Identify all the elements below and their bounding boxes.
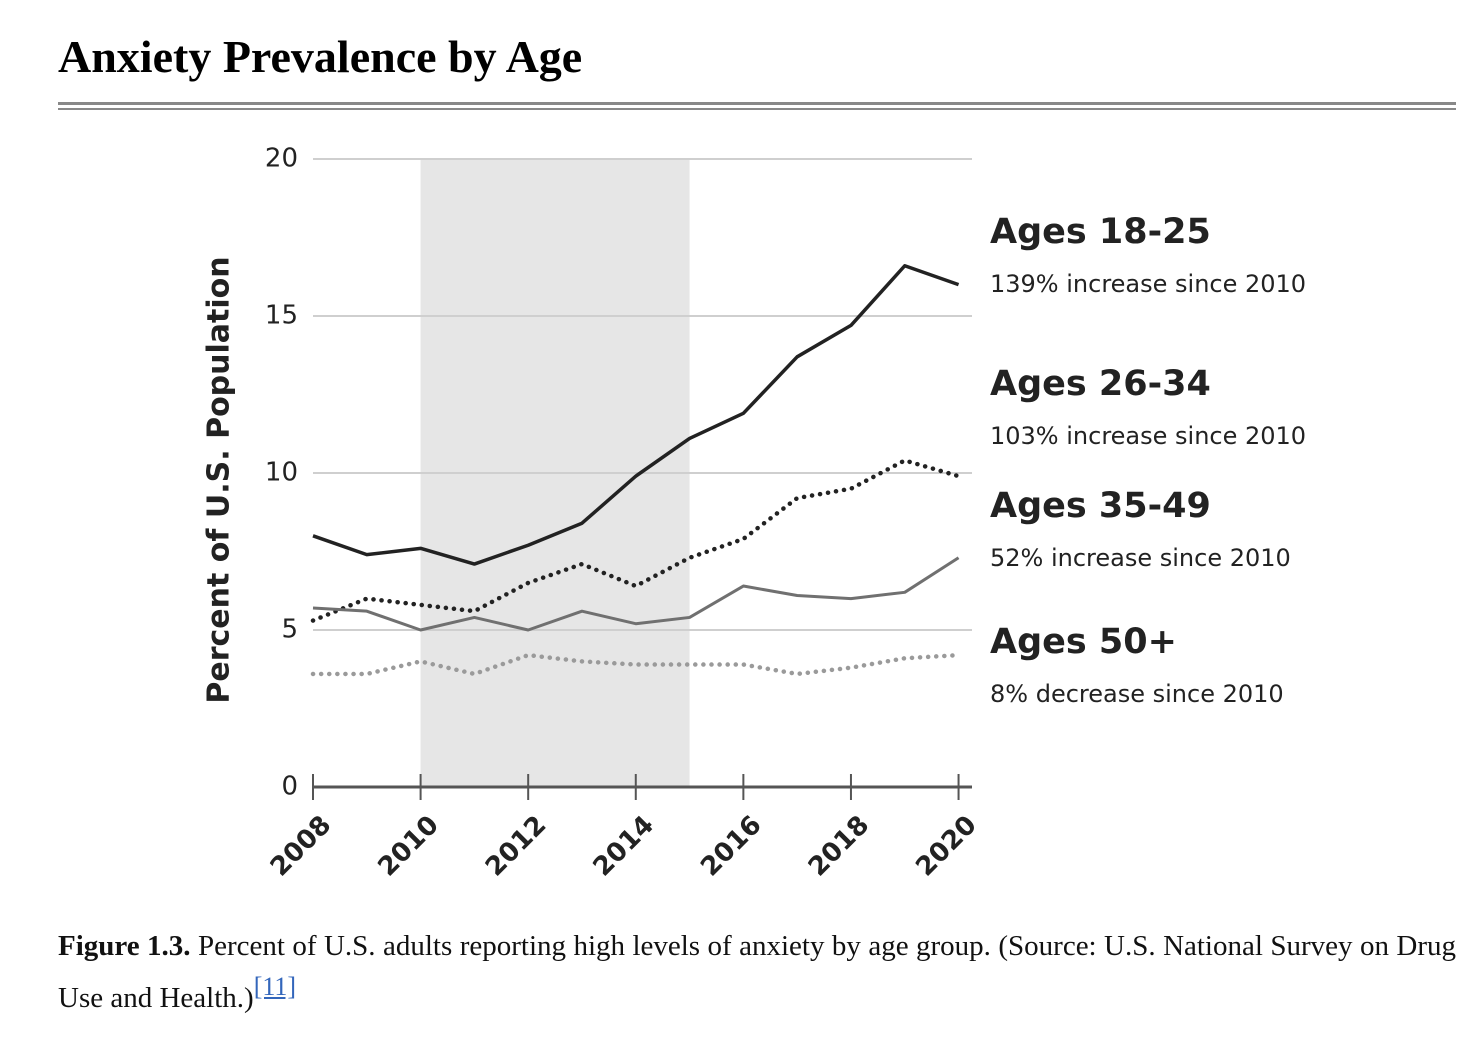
figure-caption: Figure 1.3. Percent of U.S. adults repor… bbox=[58, 920, 1456, 1024]
series-line bbox=[312, 556, 960, 632]
title-rule bbox=[58, 102, 1456, 110]
caption-label: Figure 1.3. bbox=[58, 930, 191, 962]
series-note: 8% decrease since 2010 bbox=[990, 680, 1284, 708]
series-label: Ages 26-34 bbox=[990, 364, 1211, 404]
y-axis-label: Percent of U.S. Population bbox=[202, 256, 237, 703]
series-line bbox=[312, 264, 960, 566]
x-tick-label: 2016 bbox=[695, 810, 767, 882]
y-tick-label: 15 bbox=[265, 301, 298, 331]
caption-text: Percent of U.S. adults reporting high le… bbox=[58, 930, 1456, 1014]
x-tick-label: 2018 bbox=[803, 810, 875, 882]
y-tick-label: 0 bbox=[281, 772, 298, 802]
series-label: Ages 35-49 bbox=[990, 486, 1211, 526]
x-tick-label: 2014 bbox=[588, 810, 660, 882]
y-tick-label: 5 bbox=[281, 615, 298, 645]
reference-link[interactable]: [11] bbox=[253, 972, 297, 1001]
series-line bbox=[310, 458, 961, 623]
series-note: 52% increase since 2010 bbox=[990, 544, 1291, 572]
series-note: 139% increase since 2010 bbox=[990, 270, 1306, 298]
y-tick-label: 20 bbox=[265, 144, 298, 174]
x-tick-label: 2012 bbox=[480, 810, 552, 882]
x-tick-label: 2020 bbox=[910, 810, 982, 882]
page-title: Anxiety Prevalence by Age bbox=[58, 31, 583, 82]
series-label: Ages 50+ bbox=[990, 622, 1177, 662]
series-label: Ages 18-25 bbox=[990, 212, 1211, 252]
x-tick-label: 2008 bbox=[265, 810, 337, 882]
chart: 0 5 10 15 20 2008 2010 2012 2014 2016 2018 2020 Perc… bbox=[202, 144, 1307, 883]
series-note: 103% increase since 2010 bbox=[990, 422, 1306, 450]
y-tick-label: 10 bbox=[265, 458, 298, 488]
x-tick-label: 2010 bbox=[372, 810, 444, 882]
